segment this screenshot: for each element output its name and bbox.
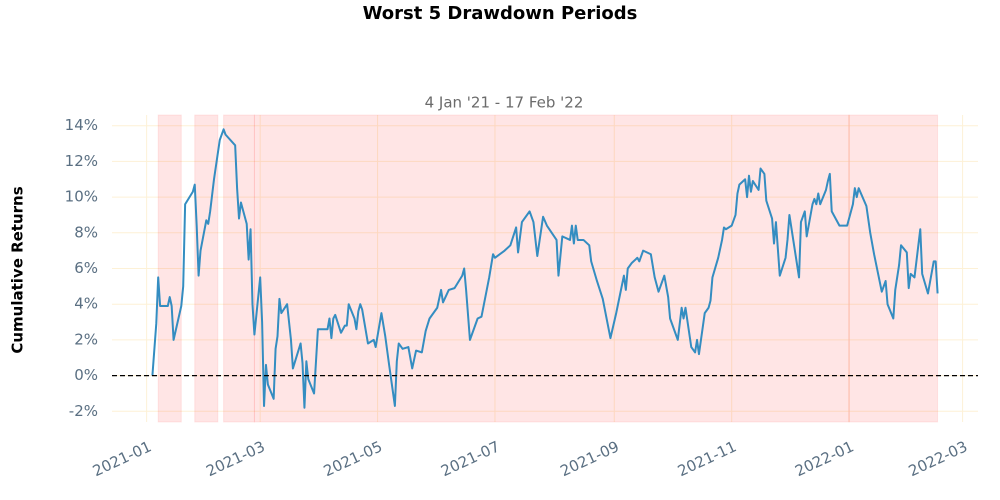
chart-subtitle: 4 Jan '21 - 17 Feb '22 — [425, 94, 584, 112]
drawdown-shade — [253, 114, 850, 423]
x-tick-label: 2021-05 — [321, 437, 385, 480]
y-tick-label: 8% — [74, 223, 98, 241]
y-tick-label: 0% — [74, 366, 98, 384]
y-tick-label: 14% — [65, 116, 98, 134]
x-tick-label: 2021-09 — [557, 437, 621, 480]
returns-line — [151, 128, 939, 409]
y-tick-label: 12% — [65, 152, 98, 170]
x-tick-label: 2022-03 — [906, 437, 970, 480]
y-tick-label: -2% — [69, 402, 98, 420]
x-tick-label: 2022-01 — [792, 437, 856, 480]
y-tick-label: 2% — [74, 330, 98, 348]
drawdown-shade — [157, 114, 182, 423]
drawdown-shade — [223, 114, 255, 423]
y-tick-label: 4% — [74, 295, 98, 313]
y-tick-label: 10% — [65, 188, 98, 206]
x-tick-label: 2021-01 — [90, 437, 154, 480]
x-tick-label: 2021-07 — [438, 437, 502, 480]
chart-title: Worst 5 Drawdown Periods — [363, 3, 638, 24]
y-tick-label: 6% — [74, 259, 98, 277]
x-tick-label: 2021-11 — [675, 437, 739, 480]
x-tick-label: 2021-03 — [203, 437, 267, 480]
y-axis-label: Cumulative Returns — [9, 186, 27, 353]
